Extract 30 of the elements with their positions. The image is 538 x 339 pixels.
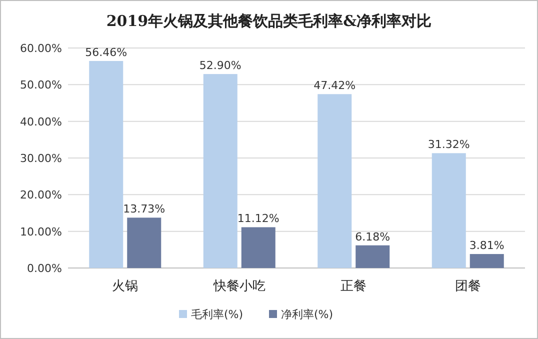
y-tick-label: 10.00%: [20, 225, 62, 238]
y-tick-label: 40.00%: [20, 115, 62, 128]
y-tick-label: 50.00%: [20, 78, 62, 92]
data-label: 11.12%: [237, 212, 280, 226]
data-label: 3.81%: [469, 239, 504, 252]
y-tick-label: 60.00%: [20, 42, 62, 55]
title: 2019年火锅及其他餐饮品类毛利率&净利率对比: [106, 12, 432, 30]
bar: [356, 245, 390, 268]
y-tick-label: 0.00%: [27, 262, 62, 275]
data-label: 13.73%: [123, 202, 166, 216]
bar: [127, 218, 162, 268]
data-label: 52.90%: [199, 59, 242, 72]
data-label: 6.18%: [355, 230, 390, 244]
bar: [89, 60, 124, 268]
bar: [432, 153, 466, 268]
x-tick-label: 快餐小吃: [212, 279, 266, 294]
x-tick-label: 火锅: [112, 279, 138, 294]
data-label: 56.46%: [85, 46, 128, 59]
bar: [318, 94, 352, 268]
data-label: 31.32%: [428, 138, 470, 152]
legend-label: 净利率(%): [281, 308, 334, 321]
x-tick-label: 团餐: [454, 279, 481, 294]
bar: [203, 74, 238, 268]
data-label: 47.42%: [314, 79, 356, 92]
y-tick-label: 30.00%: [20, 152, 62, 165]
y-tick-label: 20.00%: [20, 188, 62, 202]
legend-label: 毛利率(%): [191, 308, 244, 321]
x-tick-label: 正餐: [340, 279, 367, 294]
bar: [470, 254, 504, 268]
bar: [241, 227, 276, 268]
